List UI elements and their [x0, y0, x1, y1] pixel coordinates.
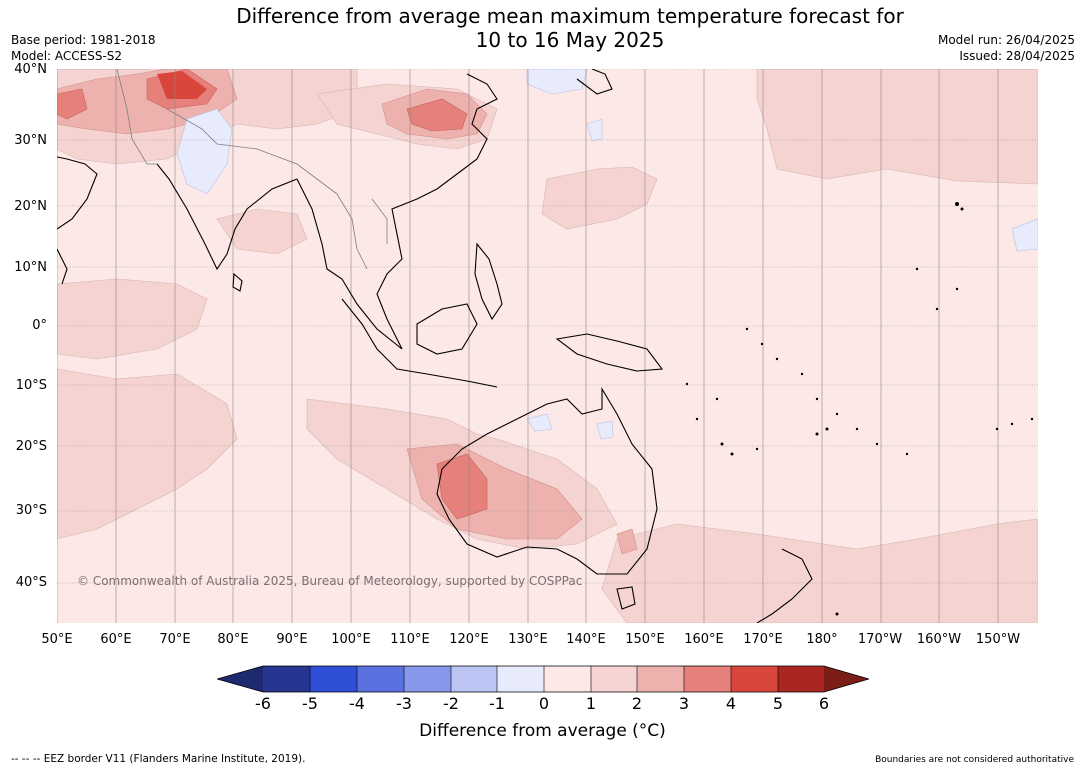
borneo-coast [416, 303, 478, 355]
anomaly-4-5-areas [157, 71, 207, 99]
issued-date: Issued: 28/04/2025 [959, 49, 1075, 63]
sri-lanka-coast [232, 272, 243, 292]
colorbar-tick: 5 [772, 694, 784, 713]
colorbar-tick: 4 [725, 694, 737, 713]
australia-coast [436, 387, 658, 575]
lon-label: 50°E [41, 632, 73, 647]
lat-label: 40°N [14, 62, 47, 77]
meta-right: Model run: 26/04/2025 Issued: 28/04/2025 [938, 32, 1075, 64]
new-zealand-coast [756, 548, 813, 623]
colorbar-tick: -3 [396, 694, 412, 713]
lon-label: 120°E [449, 632, 489, 647]
lon-label: 170°W [857, 632, 903, 647]
colorbar-tick: -6 [255, 694, 271, 713]
colorbar-tick: 3 [678, 694, 690, 713]
tasmania-coast [616, 586, 636, 610]
coastlines [57, 69, 813, 623]
longitude-gridlines [57, 69, 999, 623]
philippines-coast [474, 242, 503, 321]
lon-label: 130°E [508, 632, 548, 647]
colorbar-swatch [544, 666, 591, 692]
lon-label: 100°E [331, 632, 371, 647]
colorbar-swatch [357, 666, 404, 692]
colorbar-swatch [637, 666, 684, 692]
lon-label: 90°E [276, 632, 308, 647]
colorbar-swatch [310, 666, 357, 692]
colorbar-low-extend [217, 666, 263, 692]
colorbar-tick: -2 [443, 694, 459, 713]
lat-label: 20°S [15, 439, 47, 454]
colorbar-swatch [263, 666, 310, 692]
africa-coast [57, 248, 68, 285]
colorbar-swatch [731, 666, 778, 692]
title-line-2: 10 to 16 May 2025 [475, 28, 665, 52]
new-guinea-coast [555, 333, 664, 372]
lat-label: 0° [32, 318, 47, 333]
colorbar-swatch [404, 666, 451, 692]
lon-label: 170°E [743, 632, 783, 647]
meta-left: Base period: 1981-2018 Model: ACCESS-S2 [11, 32, 156, 64]
model-run: Model run: 26/04/2025 [937, 33, 1075, 47]
southeast-asia-coast [296, 73, 498, 350]
colorbar [217, 665, 869, 693]
sumatra-java-coast [341, 298, 498, 388]
lon-label: 160°E [684, 632, 724, 647]
pacific-islands [685, 202, 1034, 616]
colorbar-swatch [778, 666, 824, 692]
lon-label: 70°E [159, 632, 191, 647]
anomaly-negative-areas [176, 69, 1038, 440]
japan-coast [576, 69, 613, 95]
colorbar-tick: 0 [538, 694, 550, 713]
colorbar-tick: -5 [302, 694, 318, 713]
lon-label: 150°W [975, 632, 1021, 647]
colorbar-swatch [451, 666, 497, 692]
colorbar-tick: -4 [349, 694, 365, 713]
lon-label: 150°E [625, 632, 665, 647]
lat-label: 40°S [15, 575, 47, 590]
title-line-1: Difference from average mean maximum tem… [236, 4, 904, 28]
colorbar-swatch [497, 666, 544, 692]
lat-label: 30°S [15, 503, 47, 518]
lat-label: 20°N [14, 199, 47, 214]
lon-label: 60°E [100, 632, 132, 647]
latitude-gridlines [57, 69, 1038, 584]
colorbar-high-extend [824, 666, 869, 692]
colorbar-tick: 6 [818, 694, 830, 713]
model-name: Model: ACCESS-S2 [11, 49, 123, 63]
lat-label: 10°N [14, 260, 47, 275]
country-borders [116, 69, 388, 270]
india-coast [156, 163, 298, 271]
forecast-map [57, 69, 1038, 623]
base-period: Base period: 1981-2018 [11, 33, 156, 47]
colorbar-tick: 2 [631, 694, 643, 713]
lon-label: 180° [806, 632, 838, 647]
colorbar-tick: -1 [489, 694, 505, 713]
map-title: Difference from average mean maximum tem… [0, 4, 1085, 52]
boundaries-disclaimer: Boundaries are not considered authoritat… [875, 755, 1074, 765]
colorbar-swatch [684, 666, 731, 692]
lon-label: 80°E [217, 632, 249, 647]
copyright-notice: © Commonwealth of Australia 2025, Bureau… [77, 574, 583, 588]
lon-label: 140°E [566, 632, 606, 647]
eez-legend: -- -- -- EEZ border V11 (Flanders Marine… [11, 753, 306, 765]
lon-label: 110°E [390, 632, 430, 647]
colorbar-swatch [591, 666, 637, 692]
lat-label: 30°N [14, 133, 47, 148]
arabia-coast [57, 156, 98, 230]
colorbar-tick: 1 [585, 694, 597, 713]
lon-label: 160°W [916, 632, 962, 647]
colorbar-label: Difference from average (°C) [419, 721, 666, 741]
lat-label: 10°S [15, 378, 47, 393]
